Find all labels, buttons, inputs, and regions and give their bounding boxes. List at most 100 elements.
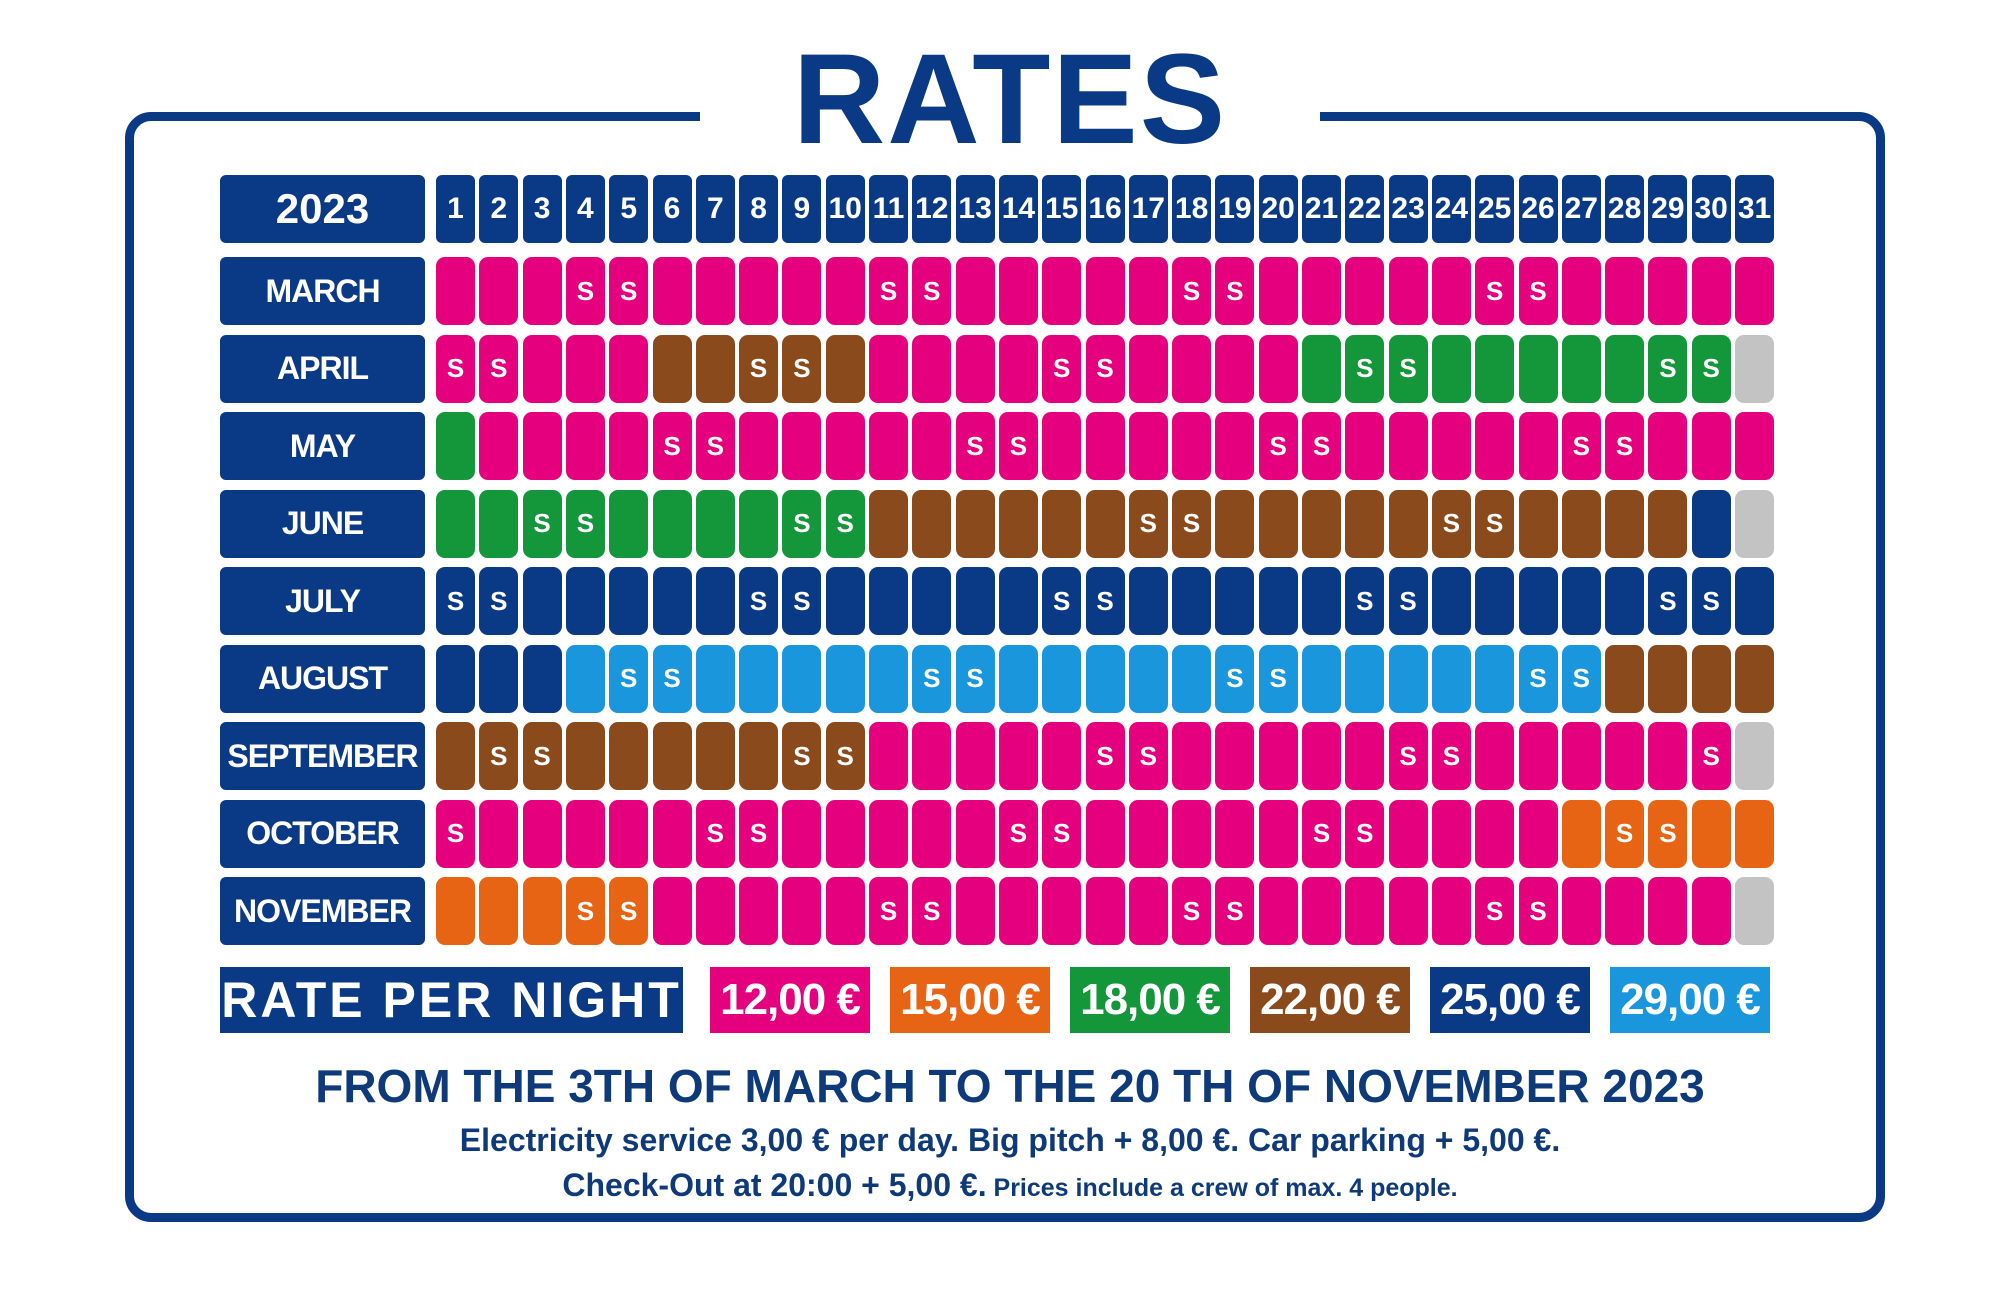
month-label: MAY [220, 412, 425, 480]
day-number-header: 5 [609, 175, 649, 243]
day-cell [1561, 257, 1601, 325]
day-cell [1431, 799, 1471, 868]
day-cell [739, 877, 779, 945]
day-cell: S [782, 489, 822, 558]
day-cell [825, 877, 865, 945]
day-cell: S [1561, 644, 1601, 713]
day-cell [1518, 489, 1558, 558]
day-cell [1085, 257, 1125, 325]
day-cell: S [1258, 412, 1298, 480]
day-cell: S [1691, 722, 1731, 790]
day-cell: S [1172, 257, 1212, 325]
day-number-header: 15 [1042, 175, 1082, 243]
day-cell [1345, 644, 1385, 713]
day-cell [479, 877, 519, 945]
day-cell [1388, 489, 1428, 558]
rate-swatch: 22,00 € [1250, 967, 1410, 1033]
day-cell [1172, 799, 1212, 868]
year-label: 2023 [220, 175, 425, 243]
day-cell [1172, 722, 1212, 790]
day-cell [1735, 799, 1774, 868]
day-cell: S [1042, 799, 1082, 868]
day-cell [739, 489, 779, 558]
day-cell: S [1518, 877, 1558, 945]
day-cell [1561, 799, 1601, 868]
day-cell: S [609, 644, 649, 713]
day-cell [1735, 722, 1774, 790]
day-number-header: 22 [1345, 175, 1385, 243]
rate-swatch: 25,00 € [1430, 967, 1590, 1033]
day-cell [825, 644, 865, 713]
day-cell [1561, 489, 1601, 558]
month-label: NOVEMBER [220, 877, 425, 945]
day-cell [1735, 644, 1774, 713]
day-cell [912, 567, 952, 635]
day-number-header: 27 [1561, 175, 1601, 243]
day-cell [1215, 489, 1255, 558]
day-cell [1085, 412, 1125, 480]
day-cell [869, 644, 908, 713]
day-cell [652, 334, 692, 403]
day-cell [609, 489, 649, 558]
day-cell [998, 877, 1038, 945]
day-cell [1475, 412, 1515, 480]
day-cell [565, 567, 605, 635]
day-cell [1561, 567, 1601, 635]
day-cell [955, 722, 995, 790]
day-cell [869, 334, 908, 403]
day-cell: S [1648, 799, 1688, 868]
day-cell [955, 877, 995, 945]
day-cell [1215, 567, 1255, 635]
day-cell [998, 644, 1038, 713]
day-cell [652, 799, 692, 868]
day-cell: S [1691, 567, 1731, 635]
day-cell [1691, 644, 1731, 713]
day-cell: S [1345, 799, 1385, 868]
day-cell [695, 722, 735, 790]
day-cell [1431, 567, 1471, 635]
day-cell [998, 722, 1038, 790]
day-cell [1475, 799, 1515, 868]
day-cell: S [1085, 567, 1125, 635]
day-cell [1085, 877, 1125, 945]
day-cell: S [1475, 877, 1515, 945]
day-cell [522, 877, 562, 945]
day-cell [1258, 722, 1298, 790]
day-number-header: 25 [1475, 175, 1515, 243]
day-cell [479, 644, 519, 713]
day-cell [1345, 257, 1385, 325]
day-cell [955, 489, 995, 558]
day-cell [1735, 257, 1774, 325]
day-cell: S [565, 877, 605, 945]
day-cell [522, 257, 562, 325]
day-cell [1691, 412, 1731, 480]
day-cell [1648, 722, 1688, 790]
day-cell [1085, 489, 1125, 558]
day-cell [955, 257, 995, 325]
day-cell: S [1172, 877, 1212, 945]
title-gap [700, 100, 1320, 130]
day-cell: S [739, 334, 779, 403]
day-cell [1735, 567, 1774, 635]
day-number-header: 2 [479, 175, 519, 243]
checkout-note: Check-Out at 20:00 + 5,00 €. Prices incl… [130, 1163, 1890, 1210]
day-cell [1561, 877, 1601, 945]
day-cell: S [1215, 877, 1255, 945]
day-number-header: 20 [1258, 175, 1298, 243]
day-cell [565, 334, 605, 403]
day-cell [522, 799, 562, 868]
page-title: RATES [792, 28, 1228, 171]
day-cell [522, 644, 562, 713]
day-cell: S [912, 257, 952, 325]
day-cell: S [1475, 489, 1515, 558]
day-cell [652, 257, 692, 325]
day-cell [869, 489, 908, 558]
day-cell [912, 412, 952, 480]
day-cell: S [479, 722, 519, 790]
day-cell [1475, 567, 1515, 635]
day-cell [998, 567, 1038, 635]
day-cell: S [1085, 334, 1125, 403]
day-cell: S [479, 334, 519, 403]
day-cell: S [1561, 412, 1601, 480]
day-cell [479, 412, 519, 480]
